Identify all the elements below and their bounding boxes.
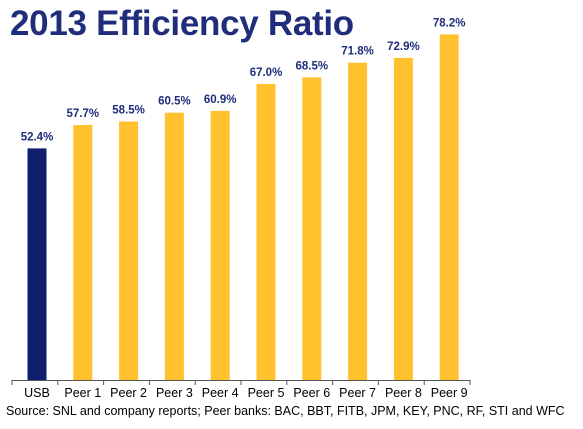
data-label: 67.0% [250, 67, 283, 79]
bar-peer-4 [210, 110, 230, 381]
x-tick-label: Peer 7 [339, 386, 376, 400]
bar-peer-8 [393, 57, 413, 381]
bar-peer-5 [256, 83, 276, 381]
bar-chart: 52.4% USB 57.7% Peer 1 58.5% Peer 2 60.5% Peer … [11, 17, 471, 400]
data-label: 57.7% [66, 108, 99, 120]
x-tick-label: Peer 9 [431, 386, 468, 400]
x-tick-label: Peer 6 [293, 386, 330, 400]
bar-peer-3 [164, 112, 184, 380]
x-tick-label: USB [24, 386, 50, 400]
data-label: 78.2% [433, 17, 466, 29]
bar-peer-2 [119, 121, 139, 380]
x-tick-label: Peer 5 [248, 386, 285, 400]
data-label: 60.9% [204, 94, 237, 106]
data-label: 68.5% [295, 60, 328, 72]
x-tick-label: Peer 1 [64, 386, 101, 400]
bar-peer-1 [73, 125, 93, 380]
chart-title: 2013 Efficiency Ratio [10, 4, 354, 43]
source-footnote: Source: SNL and company reports; Peer ba… [6, 404, 565, 418]
x-tick-label: Peer 2 [110, 386, 147, 400]
bar-peer-6 [302, 77, 322, 381]
data-label: 58.5% [112, 105, 145, 117]
bar-usb [27, 148, 47, 380]
data-label: 72.9% [387, 41, 420, 53]
x-tick-label: Peer 8 [385, 386, 422, 400]
x-tick-label: Peer 4 [202, 386, 239, 400]
bar-peer-9 [439, 34, 459, 381]
bar-peer-7 [348, 62, 368, 380]
data-label: 52.4% [21, 131, 54, 143]
data-label: 60.5% [158, 96, 191, 108]
x-tick-label: Peer 3 [156, 386, 193, 400]
data-label: 71.8% [341, 46, 374, 58]
